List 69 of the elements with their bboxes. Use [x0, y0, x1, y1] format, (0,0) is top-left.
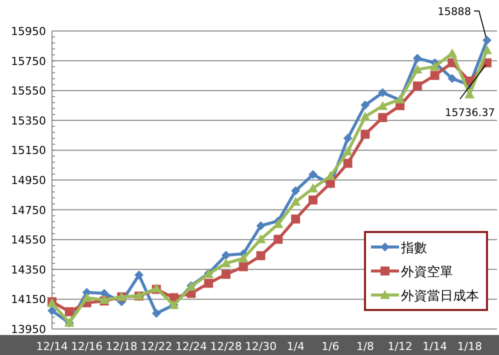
point — [273, 218, 284, 228]
point — [256, 221, 266, 230]
point — [274, 234, 283, 244]
x-tick-label: 12/16 — [70, 340, 103, 353]
y-tick-label: 15150 — [11, 144, 46, 158]
x-tick-label: 12/22 — [140, 340, 172, 353]
point — [360, 112, 370, 121]
point — [464, 89, 475, 98]
point — [430, 70, 440, 80]
point — [448, 74, 457, 84]
x-tick-label: 1/12 — [388, 340, 412, 353]
x-tick-label: 1/4 — [286, 340, 304, 353]
point — [343, 134, 352, 143]
y-tick-label: 14550 — [11, 234, 46, 247]
point — [343, 158, 352, 168]
point — [222, 250, 230, 260]
point — [48, 306, 56, 316]
data-label: 15736.37 — [444, 107, 495, 119]
x-tick-label: 1/14 — [422, 340, 448, 353]
y-tick-label: 15750 — [11, 54, 46, 68]
point — [134, 270, 144, 280]
x-tick-label: 1/18 — [457, 340, 482, 353]
y-tick-label: 15950 — [11, 25, 46, 38]
y-tick-label: 15550 — [11, 84, 46, 98]
y-tick-label: 15350 — [11, 114, 46, 128]
point — [378, 100, 388, 110]
x-tick-label: 12/28 — [210, 340, 242, 353]
point — [360, 130, 370, 139]
point — [238, 253, 248, 262]
legend-label: 指數 — [400, 241, 427, 256]
point — [308, 195, 318, 204]
x-tick-label: 12/14 — [36, 340, 68, 353]
point — [412, 54, 422, 63]
point — [152, 308, 161, 318]
x-tick-label: 12/18 — [106, 340, 138, 353]
point — [64, 307, 74, 316]
x-tick-label: 1/6 — [322, 340, 340, 353]
point — [290, 196, 301, 206]
x-tick-label: 12/30 — [244, 340, 277, 353]
point — [256, 251, 266, 260]
point — [412, 81, 422, 90]
point — [291, 186, 300, 196]
point — [221, 258, 231, 268]
point — [482, 45, 492, 54]
x-tick-label: 12/24 — [175, 340, 208, 353]
point — [412, 64, 422, 74]
y-tick-label: 14150 — [11, 293, 46, 306]
point — [238, 262, 248, 272]
point — [378, 113, 388, 122]
point — [482, 36, 492, 45]
point — [291, 214, 300, 224]
legend-label: 外資空單 — [401, 265, 453, 280]
point — [378, 88, 388, 98]
legend-label: 外資當日成本 — [401, 289, 479, 304]
point — [308, 170, 318, 179]
x-tick-label: 1/8 — [356, 340, 374, 353]
y-tick-label: 14750 — [11, 204, 46, 217]
point — [308, 183, 318, 192]
point — [222, 270, 230, 279]
point — [204, 278, 214, 288]
point — [430, 62, 440, 71]
y-tick-label: 13950 — [11, 323, 46, 336]
point — [360, 100, 370, 110]
point — [82, 292, 92, 302]
y-tick-label: 14350 — [11, 263, 46, 276]
point — [342, 146, 353, 156]
y-tick-label: 14950 — [11, 174, 46, 187]
point — [256, 234, 266, 244]
data-label: 15888 — [438, 6, 471, 18]
